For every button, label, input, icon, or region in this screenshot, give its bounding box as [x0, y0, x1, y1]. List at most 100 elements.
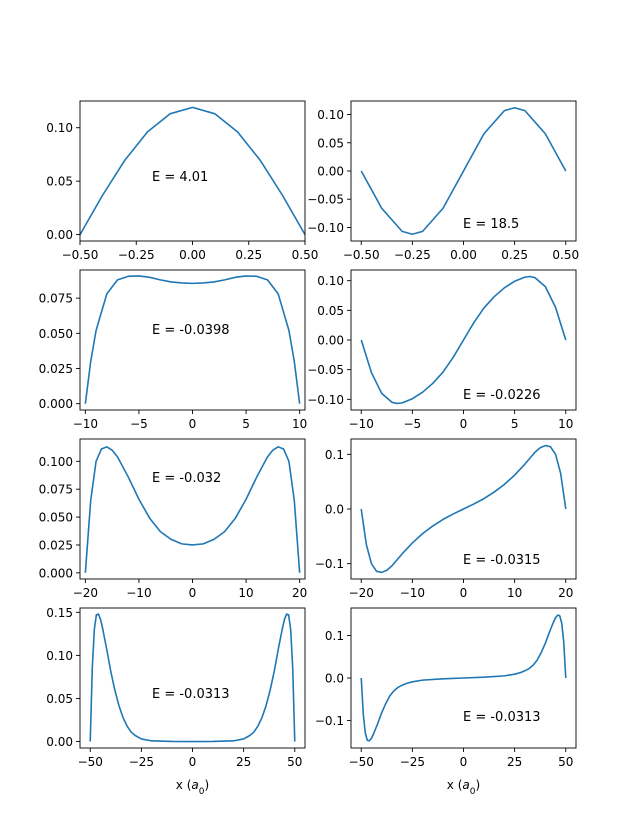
panel-5: −20 −10 0 10 20 0.000 0.025 0.050 0.075 0.100 E = … [39, 438, 307, 600]
x-axis-label: x (a0) [176, 778, 209, 797]
x-tick-label: 10 [238, 586, 253, 600]
y-tick-label: −0.1 [315, 714, 344, 728]
x-tick-label: −50 [78, 755, 103, 769]
x-tick-label: 10 [558, 417, 573, 431]
x-tick-label: 10 [507, 586, 522, 600]
x-tick-label: 0.50 [292, 248, 319, 262]
y-tick-label: 0.025 [39, 362, 73, 376]
y-tick-label: 0.10 [317, 274, 344, 288]
x-tick-label: −0.25 [118, 248, 155, 262]
data-line [84, 446, 301, 573]
x-tick-label: 50 [287, 755, 302, 769]
y-tick-label: 0.10 [46, 649, 73, 663]
y-tick-label: −0.05 [307, 363, 344, 377]
x-tick-label: 0 [189, 586, 197, 600]
x-tick-label: 25 [236, 755, 251, 769]
y-tick-label: 0.000 [39, 397, 73, 411]
y-tick-label: 0.10 [46, 121, 73, 135]
x-tick-label: −25 [400, 755, 425, 769]
y-tick-label: 0.00 [317, 165, 344, 179]
y-tick-label: 0.1 [325, 448, 344, 462]
y-tick-label: 0.1 [325, 629, 344, 643]
energy-annotation: E = -0.0313 [463, 710, 541, 725]
y-tick-label: 0.075 [39, 292, 73, 306]
x-tick-label: 0 [460, 417, 468, 431]
x-tick-label: −0.25 [394, 248, 431, 262]
data-line [360, 614, 567, 742]
data-line [360, 444, 567, 574]
panel-8: −50 −25 0 25 50 −0.1 0.0 0.1 E = -0.0313 x (a0) [315, 607, 577, 797]
y-tick-label: 0.05 [317, 136, 344, 150]
x-tick-label: −0.50 [343, 248, 380, 262]
axes-frame [79, 607, 306, 749]
panel-6: −20 −10 0 10 20 −0.1 0.0 0.1 E = -0.0315 [315, 438, 577, 600]
energy-annotation: E = 4.01 [152, 170, 208, 185]
data-line [79, 106, 306, 235]
x-tick-label: 0.25 [501, 248, 528, 262]
x-tick-label: 0.00 [450, 248, 477, 262]
x-tick-label: −50 [349, 755, 374, 769]
axes-frame [79, 438, 306, 580]
energy-annotation: E = -0.0226 [463, 388, 541, 403]
y-tick-label: 0.10 [317, 108, 344, 122]
data-line [84, 275, 301, 404]
axes-frame [79, 269, 306, 411]
y-tick-label: 0.050 [39, 511, 73, 525]
x-tick-label: 5 [511, 417, 519, 431]
panel-4: −10 −5 0 5 10 −0.10 −0.05 0.00 0.05 0.10 E = -0.02… [307, 269, 577, 431]
x-tick-label: −20 [349, 586, 374, 600]
data-line [360, 106, 567, 236]
x-tick-label: −10 [349, 417, 374, 431]
panel-1: −0.50 −0.25 0.00 0.25 0.50 0.00 0.05 0.10 E = 4.… [46, 100, 319, 262]
x-tick-label: 20 [292, 586, 307, 600]
x-tick-label: 10 [292, 417, 307, 431]
x-tick-label: −20 [73, 586, 98, 600]
panel-3: −10 −5 0 5 10 0.000 0.025 0.050 0.075 E = -0.0398 [39, 269, 307, 431]
y-tick-label: −0.1 [315, 557, 344, 571]
x-tick-label: 0.50 [552, 248, 579, 262]
y-tick-label: 0.05 [46, 692, 73, 706]
data-line [360, 275, 567, 405]
x-tick-label: 0 [189, 755, 197, 769]
x-tick-label: −10 [126, 586, 151, 600]
y-tick-label: 0.05 [317, 304, 344, 318]
x-tick-label: 20 [558, 586, 573, 600]
x-tick-label: 0 [189, 417, 197, 431]
energy-annotation: E = 18.5 [463, 217, 519, 232]
y-tick-label: −0.05 [307, 193, 344, 207]
x-tick-label: 50 [558, 755, 573, 769]
x-tick-label: 5 [242, 417, 250, 431]
x-axis-label: x (a0) [447, 778, 480, 797]
y-tick-label: 0.075 [39, 483, 73, 497]
y-tick-label: 0.000 [39, 566, 73, 580]
x-tick-label: 0.00 [179, 248, 206, 262]
energy-annotation: E = -0.0398 [152, 323, 230, 338]
y-tick-label: 0.15 [46, 606, 73, 620]
y-tick-label: 0.00 [46, 228, 73, 242]
energy-annotation: E = -0.032 [152, 471, 221, 486]
y-tick-label: 0.025 [39, 538, 73, 552]
x-tick-label: 0 [460, 755, 468, 769]
y-tick-label: 0.0 [325, 672, 344, 686]
y-tick-label: 0.0 [325, 503, 344, 517]
x-tick-label: −5 [130, 417, 148, 431]
y-tick-label: 0.050 [39, 327, 73, 341]
x-tick-label: 0 [460, 586, 468, 600]
y-tick-label: 0.100 [39, 455, 73, 469]
x-tick-label: −0.50 [62, 248, 99, 262]
y-tick-label: 0.00 [317, 334, 344, 348]
x-tick-label: −5 [404, 417, 422, 431]
panel-7: −50 −25 0 25 50 0.00 0.05 0.10 0.15 E = -0.0313 x … [46, 606, 306, 797]
y-tick-label: 0.05 [46, 175, 73, 189]
x-tick-label: −10 [73, 417, 98, 431]
x-tick-label: 0.25 [235, 248, 262, 262]
energy-annotation: E = -0.0315 [463, 553, 541, 568]
energy-annotation: E = -0.0313 [152, 687, 230, 702]
x-tick-label: −10 [400, 586, 425, 600]
x-tick-label: −25 [129, 755, 154, 769]
x-tick-label: 25 [507, 755, 522, 769]
panel-2: −0.50 −0.25 0.00 0.25 0.50 −0.10 −0.05 0.00 0.05… [307, 100, 579, 262]
y-tick-label: 0.00 [46, 735, 73, 749]
y-tick-label: −0.10 [307, 393, 344, 407]
